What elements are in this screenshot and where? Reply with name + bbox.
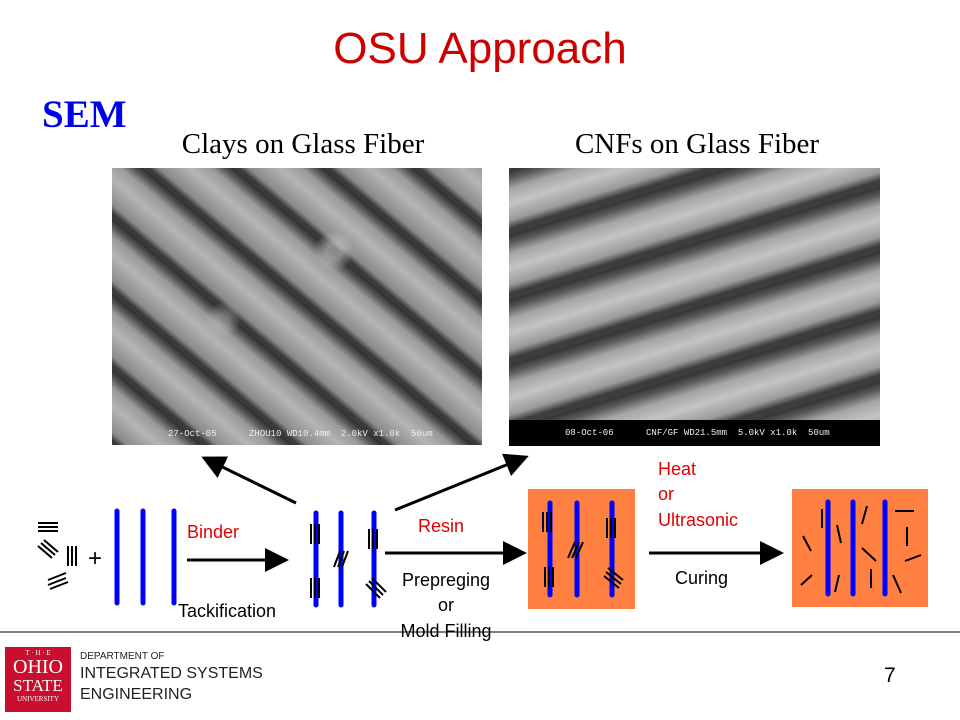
- curing-label: Curing: [675, 568, 728, 588]
- department-name: DEPARTMENT OF INTEGRATED SYSTEMS ENGINEE…: [80, 651, 263, 704]
- clay-particles: [37, 522, 77, 590]
- or-label: or: [438, 595, 454, 615]
- dept-line-3: ENGINEERING: [80, 686, 193, 703]
- or-label-2: or: [658, 484, 674, 504]
- tackification-label: Tackification: [178, 601, 276, 621]
- heat-label: Heat: [658, 459, 696, 479]
- clays-in-resin: [542, 512, 624, 589]
- dept-line-1: DEPARTMENT OF: [80, 651, 165, 662]
- sem-info-bar: 27-Oct-05 ZHOU10 WD10.4mm 2.0kV x1.0k 50…: [112, 423, 482, 445]
- resin-box-prepreg: [528, 489, 635, 609]
- sem-image-clays: 27-Oct-05 ZHOU10 WD10.4mm 2.0kV x1.0k 50…: [112, 168, 482, 445]
- page-number: 7: [884, 664, 896, 687]
- dept-line-2: INTEGRATED SYSTEMS: [80, 665, 263, 682]
- arrow-to-clays-image: [201, 456, 297, 505]
- binder-label: Binder: [187, 522, 239, 542]
- caption-clays: Clays on Glass Fiber: [181, 128, 425, 160]
- sem-info-text: 27-Oct-05 ZHOU10 WD10.4mm 2.0kV x1.0k 50…: [168, 429, 433, 439]
- attached-clays: [310, 524, 387, 599]
- sem-image-cnfs: 08-Oct-06 CNF/GF WD21.5mm 5.0kV x1.0k 50…: [509, 168, 880, 446]
- section-label: SEM: [42, 93, 127, 136]
- arrow-to-cnfs-image: [394, 453, 529, 512]
- slide-title: OSU Approach: [333, 24, 627, 73]
- logo-state: STATE: [13, 676, 63, 695]
- logo-university: UNIVERSITY: [17, 695, 59, 703]
- prepreging-label: Prepreging: [402, 570, 490, 590]
- dispersed-clays: [800, 505, 922, 594]
- resin-box-cured: [792, 489, 928, 607]
- mold-filling-label: Mold Filling: [400, 621, 491, 641]
- caption-cnfs: CNFs on Glass Fiber: [574, 128, 820, 160]
- logo-ohio: OHIO: [13, 656, 63, 678]
- glass-fibers-raw: [114, 508, 177, 606]
- glass-fibers-cured: [825, 499, 888, 597]
- plus-sign: +: [88, 545, 102, 572]
- sem-info-text: 08-Oct-06 CNF/GF WD21.5mm 5.0kV x1.0k 50…: [565, 428, 830, 438]
- sem-info-bar: 08-Oct-06 CNF/GF WD21.5mm 5.0kV x1.0k 50…: [509, 420, 880, 446]
- osu-logo: T · H · E OHIO STATE UNIVERSITY: [5, 647, 71, 712]
- resin-label: Resin: [418, 516, 464, 536]
- ultrasonic-label: Ultrasonic: [658, 510, 738, 530]
- logo-the: T · H · E: [25, 649, 51, 657]
